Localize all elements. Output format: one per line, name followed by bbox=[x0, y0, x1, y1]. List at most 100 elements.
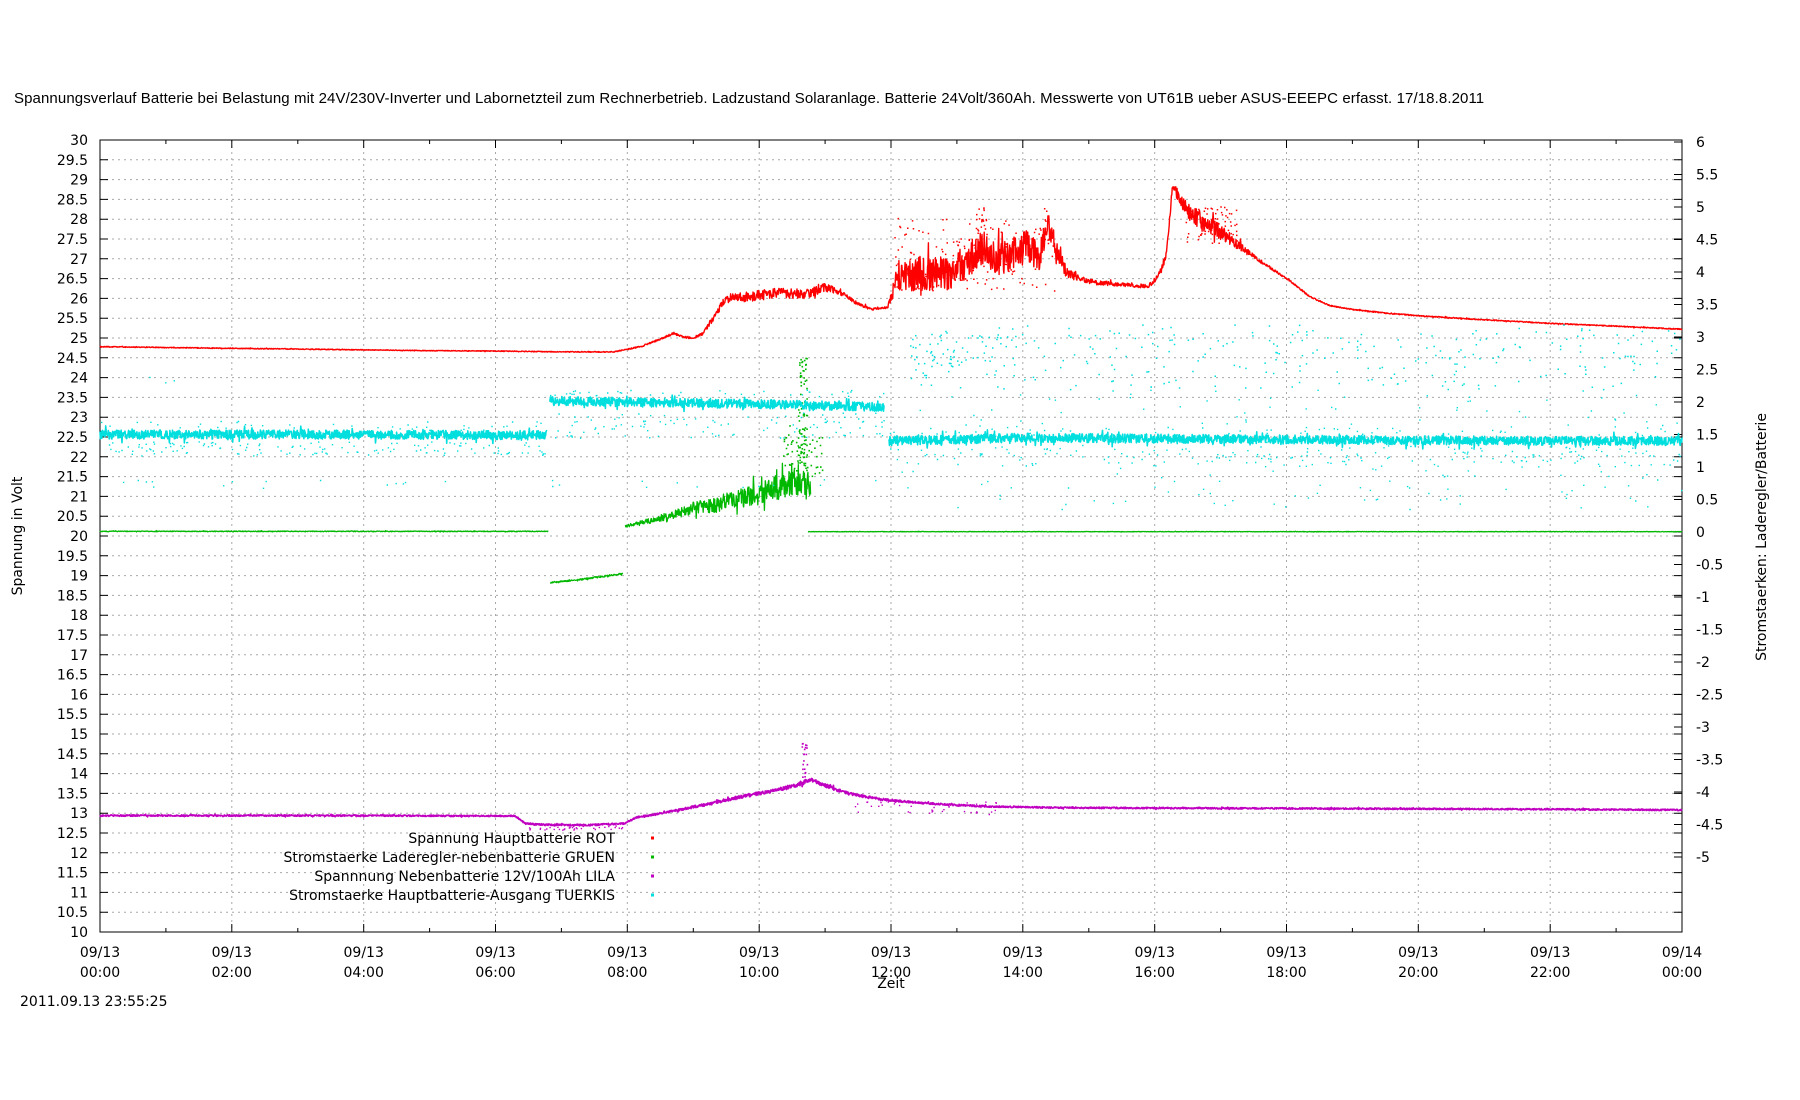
y1-tick-label: 29 bbox=[70, 173, 88, 189]
y2-tick-label: 0 bbox=[1696, 525, 1705, 541]
series-scatter bbox=[528, 825, 624, 831]
x-tick-time: 00:00 bbox=[80, 965, 120, 981]
y1-tick-label: 18.5 bbox=[57, 588, 88, 604]
series-strom-hauptbatterie-ausgang bbox=[99, 324, 1683, 511]
y1-tick-label: 12.5 bbox=[57, 826, 88, 842]
series-spannung-nebenbatterie bbox=[99, 742, 1683, 831]
x-tick-date: 09/13 bbox=[607, 945, 647, 961]
x-tick-time: 18:00 bbox=[1266, 965, 1306, 981]
series-scatter bbox=[122, 479, 877, 489]
y1-tick-label: 23.5 bbox=[57, 390, 88, 406]
series-line bbox=[99, 186, 1683, 353]
series-line bbox=[550, 572, 624, 584]
y1-tick-label: 20.5 bbox=[57, 509, 88, 525]
series-scatter bbox=[801, 742, 809, 778]
y1-tick-label: 12 bbox=[70, 846, 88, 862]
y1-tick-label: 21.5 bbox=[57, 470, 88, 486]
series-line bbox=[548, 394, 885, 413]
series-scatter bbox=[108, 441, 546, 457]
x-tick-date: 09/13 bbox=[739, 945, 779, 961]
y2-tick-label: -4 bbox=[1696, 785, 1710, 801]
x-tick-time: 20:00 bbox=[1398, 965, 1438, 981]
y1-tick-label: 17 bbox=[70, 648, 88, 664]
x-tick-date: 09/13 bbox=[212, 945, 252, 961]
y1-tick-label: 19.5 bbox=[57, 549, 88, 565]
series-line bbox=[624, 462, 812, 528]
x-tick-time: 22:00 bbox=[1530, 965, 1570, 981]
series-line bbox=[99, 425, 548, 445]
x-tick-time: 16:00 bbox=[1135, 965, 1175, 981]
series-scatter bbox=[101, 420, 542, 432]
x-tick-time: 04:00 bbox=[344, 965, 384, 981]
x-tick-date: 09/13 bbox=[344, 945, 384, 961]
y2-tick-label: -1 bbox=[1696, 590, 1710, 606]
y2-tick-label: 4.5 bbox=[1696, 233, 1718, 249]
x-tick-date: 09/13 bbox=[80, 945, 120, 961]
y1-tick-label: 11.5 bbox=[57, 866, 88, 882]
y2-tick-label: -0.5 bbox=[1696, 558, 1723, 574]
x-tick-date: 09/14 bbox=[1662, 945, 1702, 961]
legend-label-spannung-nebenbatterie: Spannnung Nebenbatterie 12V/100Ah LILA bbox=[314, 869, 615, 885]
y1-tick-label: 16 bbox=[70, 687, 88, 703]
tick-labels: 3029.52928.52827.52726.52625.52524.52423… bbox=[57, 133, 1724, 981]
x-tick-time: 10:00 bbox=[739, 965, 779, 981]
series-line bbox=[99, 777, 1683, 828]
x-tick-time: 00:00 bbox=[1662, 965, 1702, 981]
series-scatter bbox=[1185, 205, 1238, 244]
y2-tick-label: -5 bbox=[1696, 850, 1710, 866]
y1-tick-label: 19 bbox=[70, 569, 88, 585]
y1-tick-label: 10.5 bbox=[57, 905, 88, 921]
series-scatter bbox=[799, 358, 806, 384]
series-scatter bbox=[890, 446, 1681, 467]
legend: Spannung Hauptbatterie ROT Stromstaerke L… bbox=[284, 831, 654, 904]
x-axis-label: Zeit bbox=[877, 976, 905, 992]
legend-marker-tuerkis bbox=[651, 893, 654, 897]
y1-tick-label: 22 bbox=[70, 450, 88, 466]
y1-tick-label: 13.5 bbox=[57, 786, 88, 802]
legend-marker-lila bbox=[651, 874, 654, 878]
x-tick-date: 09/13 bbox=[1530, 945, 1570, 961]
y1-tick-label: 11 bbox=[70, 885, 88, 901]
y2-tick-label: 2 bbox=[1696, 395, 1705, 411]
x-tick-time: 02:00 bbox=[212, 965, 252, 981]
x-tick-time: 14:00 bbox=[1003, 965, 1043, 981]
x-tick-time: 06:00 bbox=[475, 965, 515, 981]
y2-tick-label: 3.5 bbox=[1696, 298, 1718, 314]
series-scatter bbox=[783, 425, 824, 478]
y1-tick-label: 30 bbox=[70, 133, 88, 149]
y1-tick-label: 18 bbox=[70, 608, 88, 624]
x-tick-time: 08:00 bbox=[607, 965, 647, 981]
y1-tick-label: 15.5 bbox=[57, 707, 88, 723]
y1-tick-label: 14 bbox=[70, 767, 88, 783]
y1-tick-label: 25.5 bbox=[57, 311, 88, 327]
y1-tick-label: 15 bbox=[70, 727, 88, 743]
y1-tick-label: 24.5 bbox=[57, 351, 88, 367]
series-scatter bbox=[149, 376, 175, 384]
series-scatter bbox=[894, 217, 1058, 292]
series-scatter bbox=[901, 389, 1683, 511]
legend-marker-gruen bbox=[651, 855, 654, 859]
y2-tick-label: 1 bbox=[1696, 460, 1705, 476]
y2-tick-label: 4 bbox=[1696, 265, 1705, 281]
y2-tick-label: -3.5 bbox=[1696, 753, 1723, 769]
y1-tick-label: 14.5 bbox=[57, 747, 88, 763]
x-tick-date: 09/13 bbox=[1003, 945, 1043, 961]
y1-tick-label: 25 bbox=[70, 331, 88, 347]
series-scatter bbox=[550, 389, 885, 398]
y2-tick-label: 1.5 bbox=[1696, 428, 1718, 444]
y2-tick-label: -2.5 bbox=[1696, 688, 1723, 704]
y1-tick-label: 10 bbox=[70, 925, 88, 941]
x-tick-date: 09/13 bbox=[1135, 945, 1175, 961]
legend-label-strom-hauptbatterie-ausgang: Stromstaerke Hauptbatterie-Ausgang TUERK… bbox=[289, 888, 615, 904]
series-line bbox=[888, 429, 1683, 450]
x-tick-date: 09/13 bbox=[871, 945, 911, 961]
legend-label-spannung-hauptbatterie: Spannung Hauptbatterie ROT bbox=[408, 831, 615, 847]
y1-tick-label: 22.5 bbox=[57, 430, 88, 446]
grid-lines bbox=[100, 140, 1682, 932]
y1-tick-label: 24 bbox=[70, 371, 88, 387]
y1-tick-label: 16.5 bbox=[57, 668, 88, 684]
y1-tick-label: 21 bbox=[70, 489, 88, 505]
y1-tick-label: 26 bbox=[70, 291, 88, 307]
